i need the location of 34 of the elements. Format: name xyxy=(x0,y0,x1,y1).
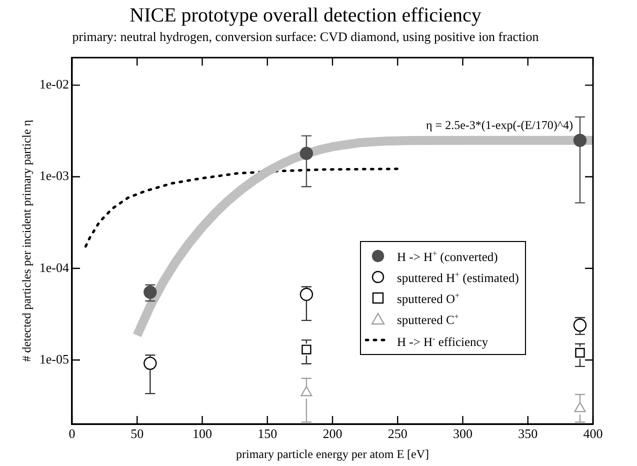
point xyxy=(144,286,157,299)
legend-label: sputtered H$^{+}$ (estimated) xyxy=(397,269,519,288)
chart-title: NICE prototype overall detection efficiency xyxy=(130,4,482,26)
line-series xyxy=(84,168,399,248)
point xyxy=(300,146,314,160)
x-tick-label: 200 xyxy=(322,426,342,442)
point xyxy=(302,344,312,354)
x-tick-label: 150 xyxy=(258,426,278,442)
legend-label: sputtered O$^{+}$ xyxy=(397,290,460,308)
legend-label: H -> H$^{-}$ efficiency xyxy=(397,332,488,351)
y-axis-title: # detected particles per incident primary particle η xyxy=(19,120,34,362)
y-tick-label: 1e-03 xyxy=(39,168,69,184)
x-axis-title: primary particle energy per atom E [eV] xyxy=(236,446,430,461)
x-tick-label: 50 xyxy=(130,426,144,442)
point xyxy=(573,318,587,332)
y-tick-label: 1e-04 xyxy=(39,260,70,275)
point xyxy=(144,356,157,370)
x-tick-label: 0 xyxy=(68,426,76,442)
legend-label: sputtered C$^{+}$ xyxy=(397,311,459,330)
point xyxy=(300,386,312,396)
chart-subtitle: primary: neutral hydrogen, conversion surface: CVD diamond, using positive ion fraction xyxy=(72,29,540,44)
point xyxy=(573,134,587,147)
point xyxy=(575,348,585,358)
x-tick-label: 400 xyxy=(583,426,603,442)
point xyxy=(574,402,586,412)
x-tick-label: 100 xyxy=(192,426,212,442)
legend-label: H -> H$^{+}$ (converted) xyxy=(397,248,498,266)
annotation: η = 2.5e-3*(1-exp(-(E/170)^4) xyxy=(426,118,573,132)
x-tick-label: 300 xyxy=(453,426,472,442)
x-tick-label: 350 xyxy=(518,426,538,442)
y-tick-label: 1e-02 xyxy=(39,76,69,92)
point xyxy=(300,288,314,301)
y-tick-label: 1e-05 xyxy=(39,351,69,366)
x-tick-label: 250 xyxy=(388,426,408,442)
